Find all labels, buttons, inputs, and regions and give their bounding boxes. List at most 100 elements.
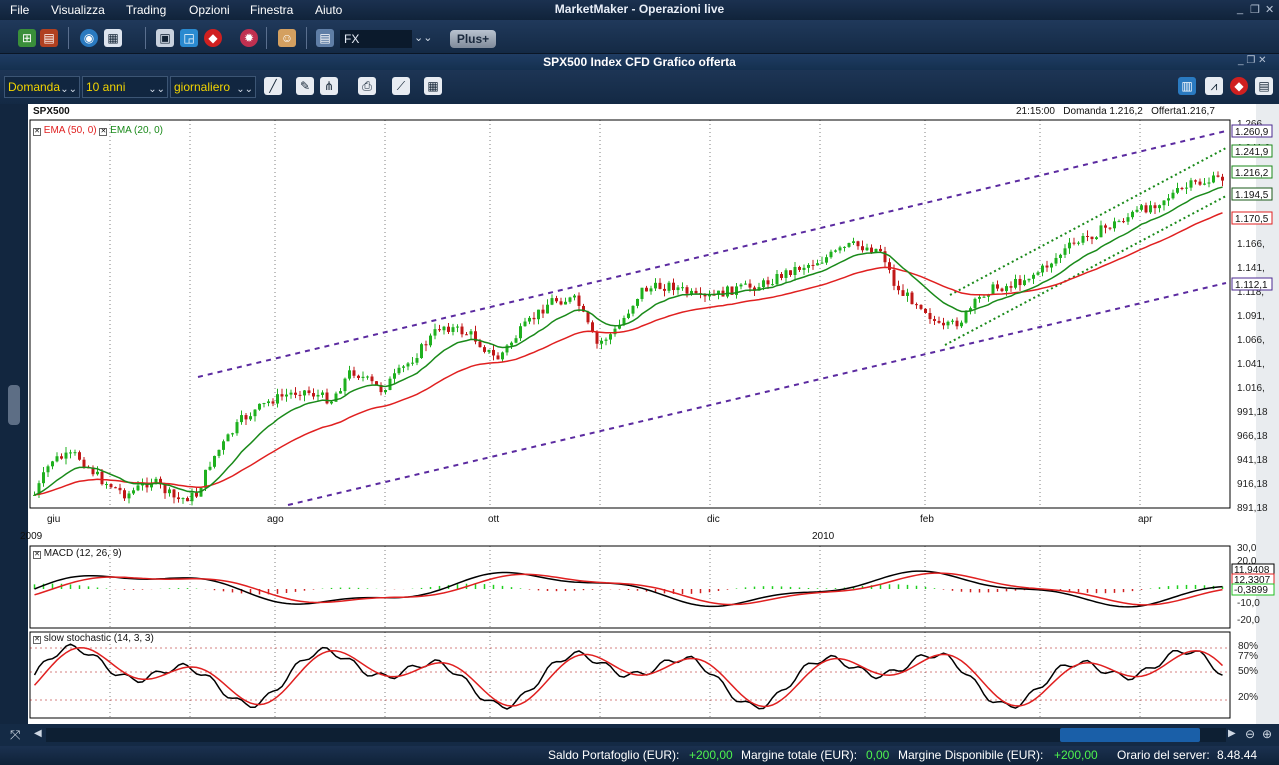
- fit-icon[interactable]: ⤧: [10, 727, 21, 742]
- candle-body: [519, 326, 522, 339]
- candle-body: [901, 290, 905, 296]
- channel-lower-line: [287, 282, 1227, 506]
- candle-body: [244, 415, 248, 420]
- orders-icon[interactable]: ▤: [40, 29, 58, 47]
- fibonacci-icon[interactable]: ⋔: [320, 77, 338, 95]
- candle-body: [1203, 183, 1206, 185]
- ema-fast-line: [34, 186, 1223, 496]
- status-bar: Saldo Portafoglio (EUR): +200,00 Margine…: [0, 746, 1279, 765]
- chart-type-icon[interactable]: ⩘: [1205, 77, 1223, 95]
- news-icon[interactable]: ✹: [240, 29, 258, 47]
- scroll-right-icon[interactable]: ▶: [1228, 728, 1236, 739]
- menu-opzioni[interactable]: Opzioni: [189, 3, 230, 17]
- candle-body: [235, 422, 239, 434]
- chart-window-icon[interactable]: ◲: [180, 29, 198, 47]
- candle-body: [370, 376, 374, 382]
- candle-body: [114, 487, 117, 489]
- zoom-in-icon[interactable]: ⊕: [1262, 727, 1273, 741]
- indicator-icon[interactable]: ⟋: [392, 77, 410, 95]
- candle-body: [1000, 288, 1004, 292]
- tree-icon[interactable]: ⊞: [18, 29, 36, 47]
- candle-body: [748, 283, 752, 288]
- menu-visualizza[interactable]: Visualizza: [51, 3, 105, 17]
- menu-file[interactable]: File: [10, 3, 30, 17]
- candle-body: [681, 287, 684, 289]
- chevron-down-icon[interactable]: ⌄⌄: [414, 32, 433, 44]
- minimize-icon[interactable]: _: [1237, 3, 1244, 15]
- candle-body: [690, 290, 693, 294]
- candle-body: [771, 284, 774, 286]
- document-icon[interactable]: ▣: [156, 29, 174, 47]
- candle-body: [42, 472, 45, 484]
- candle-body: [847, 243, 851, 247]
- chart-window-controls-icon[interactable]: _ ❐ ✕: [1238, 55, 1267, 66]
- candle-body: [487, 349, 491, 352]
- candle-body: [307, 390, 311, 394]
- scroll-left-icon[interactable]: ◀: [34, 728, 42, 739]
- candle-body: [168, 489, 171, 494]
- restore-icon[interactable]: ❐: [1250, 4, 1260, 16]
- price-type-value: Domanda: [8, 80, 61, 94]
- scroll-thumb[interactable]: [1060, 728, 1200, 742]
- candle-body: [393, 373, 396, 379]
- candle-body: [658, 282, 662, 289]
- zoom-out-icon[interactable]: ⊖: [1245, 727, 1256, 741]
- interval-dropdown[interactable]: giornaliero ⌄⌄: [170, 76, 256, 98]
- alert-icon[interactable]: ◆: [1230, 77, 1248, 95]
- close-icon[interactable]: ✕: [33, 128, 41, 136]
- table-icon[interactable]: ▦: [424, 77, 442, 95]
- plus-button[interactable]: Plus+: [450, 30, 496, 48]
- fx-selector[interactable]: FX: [340, 30, 412, 48]
- candle-body: [285, 394, 288, 397]
- candle-body: [1162, 200, 1166, 206]
- draw-line-icon[interactable]: ╱: [264, 77, 282, 95]
- close-icon[interactable]: ✕: [33, 551, 41, 559]
- print-icon[interactable]: ⎙: [358, 77, 376, 95]
- candle-body: [1171, 192, 1175, 199]
- server-time-label: Orario del server:: [1117, 748, 1210, 762]
- price-axis-label: 1.166,: [1237, 239, 1265, 250]
- price-type-dropdown[interactable]: Domanda ⌄⌄: [4, 76, 80, 98]
- price-axis-label: 966,18: [1237, 431, 1268, 442]
- candle-body: [37, 483, 41, 495]
- pin-icon[interactable]: ✎: [296, 77, 314, 95]
- chart-canvas[interactable]: [28, 104, 1279, 724]
- candle-body: [892, 269, 896, 286]
- candle-body: [208, 466, 212, 470]
- users-icon[interactable]: ☺: [278, 29, 296, 47]
- candle-body: [1117, 221, 1121, 223]
- candle-body: [573, 295, 576, 298]
- fx-icon[interactable]: ▤: [316, 29, 334, 47]
- alert-bell-icon[interactable]: ◆: [204, 29, 222, 47]
- close-icon[interactable]: ✕: [33, 636, 41, 644]
- price-axis-label: 1.041,: [1237, 359, 1265, 370]
- price-badge: 1.241,9: [1235, 147, 1269, 158]
- horizontal-scrollbar[interactable]: ⤧ ◀ ▶ ⊖ ⊕: [0, 724, 1279, 746]
- globe-icon[interactable]: ◉: [80, 29, 98, 47]
- period-dropdown[interactable]: 10 anni ⌄⌄: [82, 76, 168, 98]
- scroll-track[interactable]: [46, 728, 1226, 742]
- panel-collapse-handle[interactable]: [8, 385, 20, 425]
- menu-trading[interactable]: Trading: [126, 3, 167, 17]
- stochastic-legend[interactable]: ✕ slow stochastic (14, 3, 3): [33, 633, 154, 644]
- candle-body: [33, 494, 36, 496]
- macd-legend[interactable]: ✕ MACD (12, 26, 9): [33, 548, 122, 559]
- close-icon[interactable]: ✕: [1265, 4, 1275, 16]
- candle-body: [523, 321, 527, 327]
- menu-finestra[interactable]: Finestra: [250, 3, 294, 17]
- close-icon[interactable]: ✕: [99, 128, 108, 136]
- ema-legend[interactable]: ✕ EMA (50, 0) ✕ EMA (20, 0): [33, 125, 163, 136]
- candle-body: [883, 251, 887, 263]
- notes-icon[interactable]: ▤: [1255, 77, 1273, 95]
- quote-info: 21:15:00 Domanda 1.216,2 Offerta1.216,7: [1016, 104, 1256, 120]
- candle-body: [1068, 242, 1071, 249]
- grid-icon[interactable]: ▦: [104, 29, 122, 47]
- candle-body: [271, 401, 275, 404]
- candle-body: [609, 334, 612, 340]
- candle-body: [717, 290, 720, 295]
- menu-aiuto[interactable]: Aiuto: [315, 3, 343, 17]
- candle-body: [280, 394, 284, 397]
- candle-body: [402, 366, 405, 368]
- layout-icon[interactable]: ▥: [1178, 77, 1196, 95]
- candle-body: [622, 317, 626, 325]
